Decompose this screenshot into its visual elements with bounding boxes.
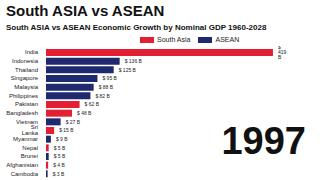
svg-text:SriLanka: SriLanka bbox=[22, 124, 39, 136]
html-text:South ASIA vs ASEAN Economic G: South ASIA vs ASEAN Economic Growth by N… bbox=[6, 23, 267, 32]
svg-text:Vietnam: Vietnam bbox=[16, 118, 38, 125]
html-text:South ASIA vs ASEAN: South ASIA vs ASEAN bbox=[6, 2, 165, 19]
svg-text:Malaysia: Malaysia bbox=[14, 84, 38, 90]
svg-text:$ 95 B: $ 95 B bbox=[102, 75, 117, 81]
svg-text:Indonesia: Indonesia bbox=[12, 58, 39, 64]
svg-text:$ 3 B: $ 3 B bbox=[53, 171, 65, 177]
svg-text:$ 4 B: $ 4 B bbox=[53, 162, 65, 168]
svg-text:$ 48 B: $ 48 B bbox=[77, 110, 92, 116]
svg-text:$ 125 B: $ 125 B bbox=[119, 67, 137, 73]
svg-text:$ 9 B: $ 9 B bbox=[56, 136, 68, 142]
html-text:ASEAN: ASEAN bbox=[215, 36, 240, 43]
svg-text:$ 88 B: $ 88 B bbox=[99, 84, 114, 90]
svg-text:Myanmar: Myanmar bbox=[13, 136, 38, 142]
svg-text:Afghanistan: Afghanistan bbox=[8, 162, 38, 168]
svg-text:Thailand: Thailand bbox=[15, 67, 38, 73]
svg-text:$ 15 B: $ 15 B bbox=[59, 127, 74, 133]
svg-text:Brunei: Brunei bbox=[21, 153, 38, 159]
svg-text:Nepal: Nepal bbox=[22, 145, 38, 151]
svg-text:India: India bbox=[25, 49, 39, 55]
svg-text:$419B: $419B bbox=[278, 46, 287, 60]
html-text:South Asia: South Asia bbox=[157, 36, 191, 43]
svg-text:$ 136 B: $ 136 B bbox=[125, 58, 143, 64]
svg-text:$ 5 B: $ 5 B bbox=[54, 153, 66, 159]
svg-text:$ 82 B: $ 82 B bbox=[95, 93, 110, 99]
svg-text:$ 27 B: $ 27 B bbox=[66, 119, 81, 125]
html-text:1997: 1997 bbox=[221, 120, 306, 162]
svg-text:Pakistan: Pakistan bbox=[15, 101, 38, 107]
svg-text:Bangladesh: Bangladesh bbox=[8, 110, 38, 116]
svg-text:Cambodia: Cambodia bbox=[11, 171, 39, 177]
svg-text:Singapore: Singapore bbox=[11, 75, 39, 81]
svg-text:$ 5 B: $ 5 B bbox=[54, 145, 66, 151]
svg-text:$ 62 B: $ 62 B bbox=[85, 101, 100, 107]
svg-text:Philippines: Philippines bbox=[9, 93, 38, 99]
